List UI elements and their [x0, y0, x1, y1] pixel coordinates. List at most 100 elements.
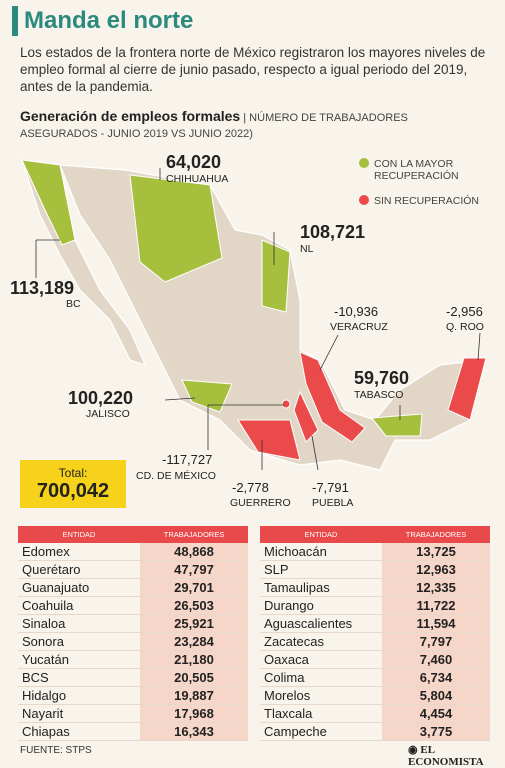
cell-value: 48,868	[140, 543, 248, 561]
cell-entity: Hidalgo	[18, 686, 140, 705]
cell-value: 12,335	[382, 578, 490, 597]
callout-label: GUERRERO	[230, 497, 291, 509]
legend-label: SIN RECUPERACIÓN	[374, 195, 480, 207]
callout-value: 108,721	[300, 222, 366, 242]
cell-entity: Yucatán	[18, 650, 140, 669]
cell-entity: BCS	[18, 668, 140, 687]
table: ENTIDAD TRABAJADORES Michoacán 13,725 SLP 12,…	[260, 526, 490, 741]
legend-swatch	[359, 195, 369, 205]
cell-value: 3,775	[382, 722, 490, 741]
callout-label: CHIHUAHUA	[166, 173, 229, 185]
leader	[311, 435, 319, 471]
row: Chiapas 16,343	[18, 722, 248, 741]
callout-value: 64,020	[166, 152, 222, 172]
callout-value: -2,778	[232, 480, 269, 495]
cell-value: 6,734	[382, 668, 490, 687]
row: Colima 6,734	[260, 668, 490, 687]
row: Durango 11,722	[260, 596, 490, 615]
subtitle: Generación de empleos formales | NÚMERO …	[20, 108, 460, 142]
subtitle-note: | NÚMERO DE TRABAJADORES ASEGURADOS - JU…	[20, 112, 408, 140]
cell-value: 47,797	[140, 560, 248, 579]
row: Coahuila 26,503	[18, 596, 248, 615]
legend-label: CON LA MAYOR RECUPERACIÓN	[374, 158, 459, 182]
cell-entity: Morelos	[260, 686, 382, 705]
brand-name: EL ECONOMISTA	[408, 744, 484, 768]
callout-label: JALISCO	[86, 408, 130, 420]
leader	[319, 334, 339, 371]
cell-value: 7,797	[382, 632, 490, 651]
cell-entity: Tlaxcala	[260, 704, 382, 723]
cell-value: 7,460	[382, 650, 490, 669]
cell-value: 23,284	[140, 632, 248, 651]
cell-entity: Edomex	[18, 543, 140, 561]
row: Morelos 5,804	[260, 686, 490, 705]
callout-label: VERACRUZ	[330, 321, 388, 333]
subtitle-bold: Generación de empleos formales	[20, 108, 241, 124]
state-puebla	[293, 390, 319, 443]
intro: Los estados de la frontera norte de Méxi…	[20, 45, 486, 94]
row: SLP 12,963	[260, 560, 490, 579]
leader	[164, 397, 196, 401]
header-row: ENTIDAD TRABAJADORES	[260, 526, 490, 543]
state-chihuahua	[129, 174, 223, 283]
callout-value: -10,936	[334, 304, 379, 319]
row: Nayarit 17,968	[18, 704, 248, 723]
row: BCS 20,505	[18, 668, 248, 687]
cell-value: 29,701	[140, 578, 248, 597]
callout-value: 59,760	[354, 368, 410, 388]
cell-entity: Aguascalientes	[260, 614, 382, 633]
callout-label: Q. ROO	[446, 321, 484, 333]
state-tabasco	[371, 413, 423, 437]
cell-value: 12,963	[382, 560, 490, 579]
cell-value: 19,887	[140, 686, 248, 705]
cell-entity: Campeche	[260, 722, 382, 741]
column-header: ENTIDAD	[18, 526, 140, 543]
state-guerrero	[237, 419, 301, 461]
callout-label: PUEBLA	[312, 497, 354, 509]
cell-entity: Colima	[260, 668, 382, 687]
cell-entity: SLP	[260, 560, 382, 579]
column-header: TRABAJADORES	[382, 526, 490, 543]
row: Tlaxcala 4,454	[260, 704, 490, 723]
source: FUENTE: STPS	[20, 745, 92, 756]
cell-entity: Coahuila	[18, 596, 140, 615]
table: ENTIDAD TRABAJADORES Edomex 48,868 Querétaro…	[18, 526, 248, 741]
row: Edomex 48,868	[18, 543, 248, 561]
cell-entity: Durango	[260, 596, 382, 615]
cell-entity: Guanajuato	[18, 578, 140, 597]
cell-entity: Querétaro	[18, 560, 140, 579]
state-bc	[21, 159, 76, 246]
row: Sonora 23,284	[18, 632, 248, 651]
callout-label: TABASCO	[354, 389, 404, 401]
row: Sinaloa 25,921	[18, 614, 248, 633]
legend-swatch	[359, 158, 369, 168]
callout-label: NL	[300, 243, 314, 255]
row: Aguascalientes 11,594	[260, 614, 490, 633]
cell-value: 11,594	[382, 614, 490, 633]
cell-entity: Zacatecas	[260, 632, 382, 651]
row: Oaxaca 7,460	[260, 650, 490, 669]
callout-value: -7,791	[312, 480, 349, 495]
cell-value: 11,722	[382, 596, 490, 615]
total-value: 700,042	[36, 480, 110, 502]
row: Campeche 3,775	[260, 722, 490, 741]
header-row: ENTIDAD TRABAJADORES	[18, 526, 248, 543]
state-cdmx	[281, 399, 291, 409]
map	[21, 158, 487, 471]
callout-label: BC	[66, 298, 81, 310]
cell-value: 13,725	[382, 543, 490, 561]
total-label: Total:	[58, 466, 88, 480]
row: Querétaro 47,797	[18, 560, 248, 579]
callout-value: -117,727	[162, 452, 213, 467]
row: Zacatecas 7,797	[260, 632, 490, 651]
state-nl	[261, 239, 291, 313]
callout-value: 100,220	[68, 388, 134, 408]
cell-entity: Michoacán	[260, 543, 382, 561]
callout-label: CD. DE MÉXICO	[136, 470, 216, 482]
cell-entity: Sinaloa	[18, 614, 140, 633]
state-qroo	[447, 357, 487, 421]
cell-entity: Nayarit	[18, 704, 140, 723]
callout-value: 113,189	[10, 278, 75, 298]
cell-entity: Tamaulipas	[260, 578, 382, 597]
